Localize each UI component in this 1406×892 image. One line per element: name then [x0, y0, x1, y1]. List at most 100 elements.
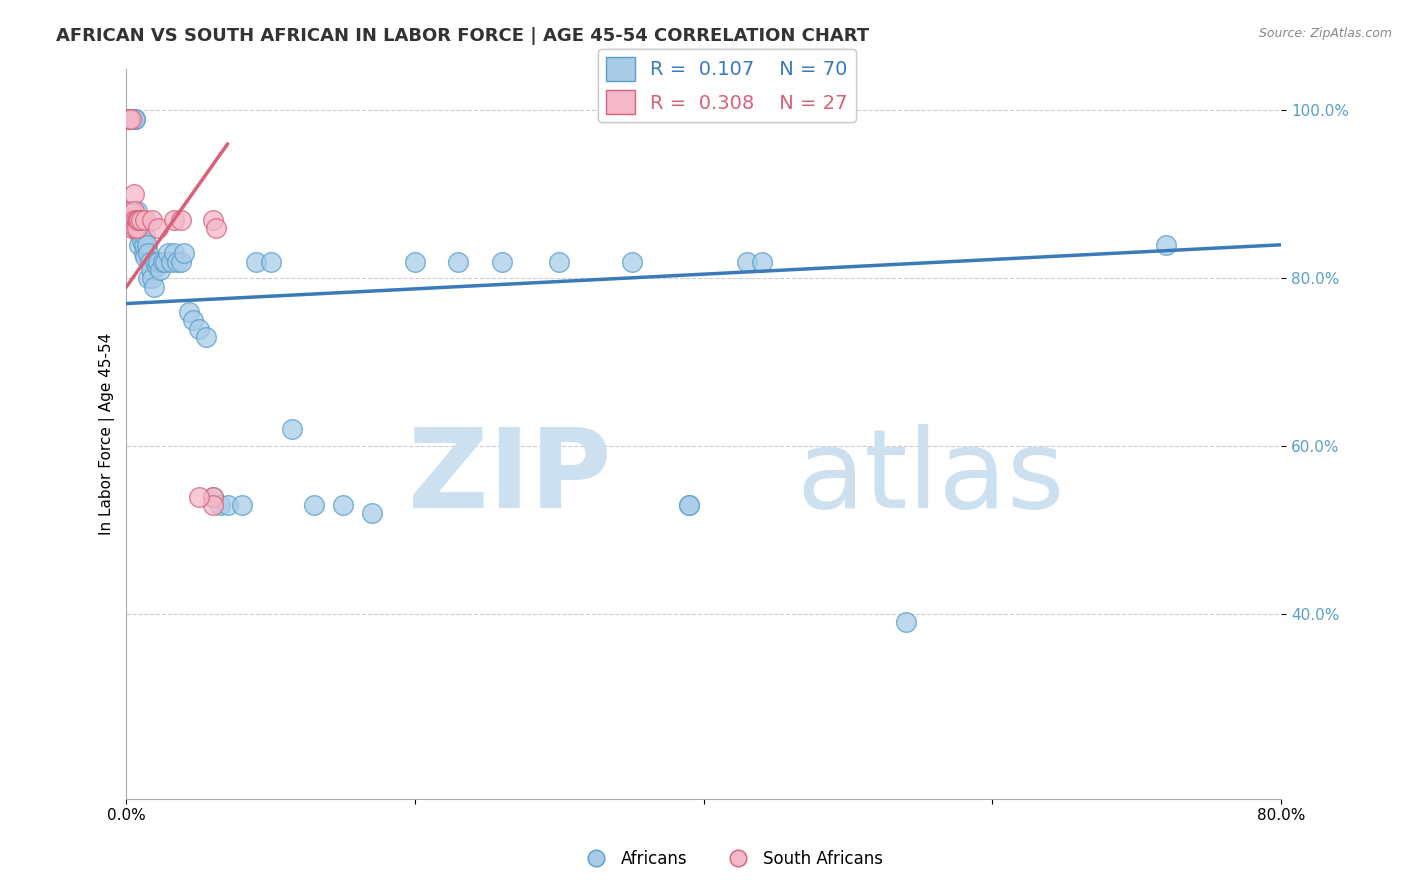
Point — [146, 259, 169, 273]
Point — [134, 251, 156, 265]
Point — [127, 212, 149, 227]
Point — [139, 263, 162, 277]
Point — [148, 221, 170, 235]
Point — [548, 254, 571, 268]
Point — [245, 254, 267, 268]
Point — [127, 225, 149, 239]
Text: Source: ZipAtlas.com: Source: ZipAtlas.com — [1258, 27, 1392, 40]
Point — [120, 204, 142, 219]
Point — [129, 225, 152, 239]
Point — [170, 212, 193, 227]
Legend: Africans, South Africans: Africans, South Africans — [572, 844, 890, 875]
Point — [120, 112, 142, 126]
Point — [360, 507, 382, 521]
Point — [121, 221, 143, 235]
Point — [134, 229, 156, 244]
Point — [122, 204, 145, 219]
Point — [173, 246, 195, 260]
Point — [118, 112, 141, 126]
Point — [121, 112, 143, 126]
Point — [163, 212, 186, 227]
Point — [149, 263, 172, 277]
Point — [134, 212, 156, 227]
Point — [181, 313, 204, 327]
Point — [170, 254, 193, 268]
Point — [120, 112, 142, 126]
Point — [160, 254, 183, 268]
Point — [129, 221, 152, 235]
Point — [491, 254, 513, 268]
Point — [141, 271, 163, 285]
Text: atlas: atlas — [796, 424, 1064, 531]
Point — [141, 212, 163, 227]
Point — [136, 246, 159, 260]
Point — [129, 212, 152, 227]
Point — [122, 112, 145, 126]
Point — [231, 498, 253, 512]
Point — [121, 212, 143, 227]
Point — [118, 112, 141, 126]
Point — [135, 237, 157, 252]
Point — [124, 221, 146, 235]
Point — [148, 254, 170, 268]
Point — [209, 498, 232, 512]
Point — [447, 254, 470, 268]
Point — [129, 212, 152, 227]
Point — [121, 112, 143, 126]
Point — [155, 254, 177, 268]
Point — [128, 237, 150, 252]
Point — [894, 615, 917, 630]
Point — [128, 212, 150, 227]
Point — [163, 246, 186, 260]
Point — [127, 212, 149, 227]
Point — [678, 498, 700, 512]
Point — [751, 254, 773, 268]
Point — [124, 112, 146, 126]
Point — [260, 254, 283, 268]
Point — [202, 212, 225, 227]
Point — [281, 422, 304, 436]
Point — [143, 254, 166, 268]
Text: AFRICAN VS SOUTH AFRICAN IN LABOR FORCE | AGE 45-54 CORRELATION CHART: AFRICAN VS SOUTH AFRICAN IN LABOR FORCE … — [56, 27, 869, 45]
Point — [142, 279, 165, 293]
Point — [202, 490, 225, 504]
Point — [125, 212, 148, 227]
Point — [122, 212, 145, 227]
Point — [332, 498, 354, 512]
Point — [152, 254, 174, 268]
Point — [125, 212, 148, 227]
Point — [404, 254, 426, 268]
Point — [735, 254, 758, 268]
Point — [205, 221, 228, 235]
Point — [187, 322, 209, 336]
Point — [120, 112, 142, 126]
Point — [177, 305, 200, 319]
Point — [132, 246, 155, 260]
Point — [122, 112, 145, 126]
Point — [128, 212, 150, 227]
Point — [678, 498, 700, 512]
Point — [125, 204, 148, 219]
Y-axis label: In Labor Force | Age 45-54: In Labor Force | Age 45-54 — [100, 333, 115, 535]
Point — [136, 271, 159, 285]
Legend: R =  0.107    N = 70, R =  0.308    N = 27: R = 0.107 N = 70, R = 0.308 N = 27 — [598, 49, 856, 121]
Point — [124, 112, 146, 126]
Point — [1154, 237, 1177, 252]
Point — [217, 498, 239, 512]
Text: ZIP: ZIP — [408, 424, 612, 531]
Point — [157, 246, 180, 260]
Point — [125, 221, 148, 235]
Point — [202, 490, 225, 504]
Point — [132, 237, 155, 252]
Point — [124, 212, 146, 227]
Point — [131, 234, 153, 248]
Point — [166, 254, 188, 268]
Point — [302, 498, 325, 512]
Point — [187, 490, 209, 504]
Point — [138, 254, 160, 268]
Point — [122, 112, 145, 126]
Point — [194, 330, 217, 344]
Point — [202, 498, 225, 512]
Point — [620, 254, 643, 268]
Point — [120, 212, 142, 227]
